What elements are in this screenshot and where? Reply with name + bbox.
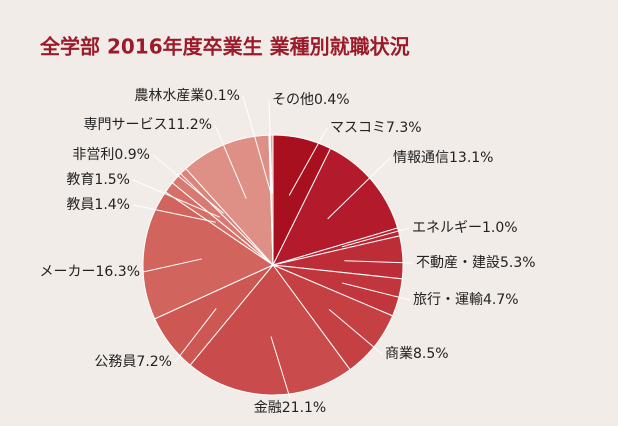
leader-line bbox=[152, 154, 224, 214]
value-label: 21.1% bbox=[282, 400, 326, 416]
value-label: 7.3% bbox=[386, 120, 422, 136]
slice-label: 専門サービス11.2% bbox=[84, 117, 212, 133]
slice-label: 金融21.1% bbox=[254, 400, 326, 416]
pie-slice bbox=[142, 191, 275, 320]
leader-line bbox=[342, 282, 411, 301]
leader-line bbox=[268, 99, 273, 194]
value-label: 16.3% bbox=[96, 264, 140, 280]
category-label: 情報通信 bbox=[393, 150, 449, 166]
leader-line bbox=[344, 260, 414, 264]
category-label: 公務員 bbox=[94, 354, 136, 370]
category-label: 教育 bbox=[66, 172, 94, 188]
value-label: 11.2% bbox=[168, 117, 212, 133]
category-label: マスコミ bbox=[330, 120, 386, 136]
pie-slice bbox=[272, 147, 399, 266]
leader-line bbox=[270, 336, 291, 399]
leader-line bbox=[142, 258, 202, 273]
slice-label: 非営利0.9% bbox=[72, 147, 150, 163]
leader-line bbox=[214, 124, 247, 199]
chart-title: 全学部 2016年度卒業生 業種別就職状況 bbox=[39, 35, 410, 59]
value-label: 1.0% bbox=[482, 220, 518, 236]
slice-label: 公務員7.2% bbox=[94, 354, 172, 370]
leader-line bbox=[342, 227, 410, 248]
slice-label: その他0.4% bbox=[272, 92, 350, 108]
value-label: 0.1% bbox=[204, 88, 240, 104]
slice-label: 商業8.5% bbox=[385, 346, 449, 362]
slice-label: 教員1.4% bbox=[66, 197, 130, 213]
leader-line bbox=[327, 157, 391, 220]
pie-slice bbox=[189, 264, 351, 396]
category-label: 専門サービス bbox=[84, 117, 168, 133]
value-label: 1.5% bbox=[94, 172, 130, 188]
slice-label: 情報通信13.1% bbox=[393, 150, 493, 166]
leader-line bbox=[132, 204, 216, 223]
value-label: 7.2% bbox=[136, 354, 172, 370]
slice-label: 農林水産業0.1% bbox=[134, 88, 240, 104]
category-label: 農林水産業 bbox=[134, 88, 204, 104]
category-label: 金融 bbox=[254, 400, 282, 416]
value-label: 0.4% bbox=[314, 92, 350, 108]
value-label: 8.5% bbox=[413, 346, 449, 362]
pie-slice bbox=[185, 134, 274, 267]
slice-label: 不動産・建設5.3% bbox=[416, 255, 536, 271]
value-label: 4.7% bbox=[483, 292, 519, 308]
value-label: 5.3% bbox=[500, 255, 536, 271]
category-label: 旅行・運輸 bbox=[413, 292, 483, 308]
value-label: 0.9% bbox=[114, 147, 150, 163]
category-label: 商業 bbox=[385, 346, 413, 362]
category-label: 不動産・建設 bbox=[416, 255, 500, 271]
category-label: その他 bbox=[272, 92, 314, 108]
leader-line bbox=[132, 179, 221, 218]
slice-label: エネルギー1.0% bbox=[412, 220, 518, 236]
value-label: 13.1% bbox=[449, 150, 493, 166]
slice-label: 旅行・運輸4.7% bbox=[413, 292, 519, 308]
leader-line bbox=[242, 95, 272, 194]
category-label: 非営利 bbox=[72, 147, 114, 163]
category-label: エネルギー bbox=[412, 220, 482, 236]
leader-line bbox=[288, 127, 328, 196]
value-label: 1.4% bbox=[94, 197, 130, 213]
leader-line bbox=[328, 308, 383, 355]
slice-label: メーカー16.3% bbox=[40, 264, 140, 280]
category-label: 教員 bbox=[66, 197, 94, 213]
leader-line bbox=[174, 308, 217, 363]
category-label: メーカー bbox=[40, 264, 96, 280]
slice-label: 教育1.5% bbox=[66, 172, 130, 188]
slice-label: マスコミ7.3% bbox=[330, 120, 422, 136]
